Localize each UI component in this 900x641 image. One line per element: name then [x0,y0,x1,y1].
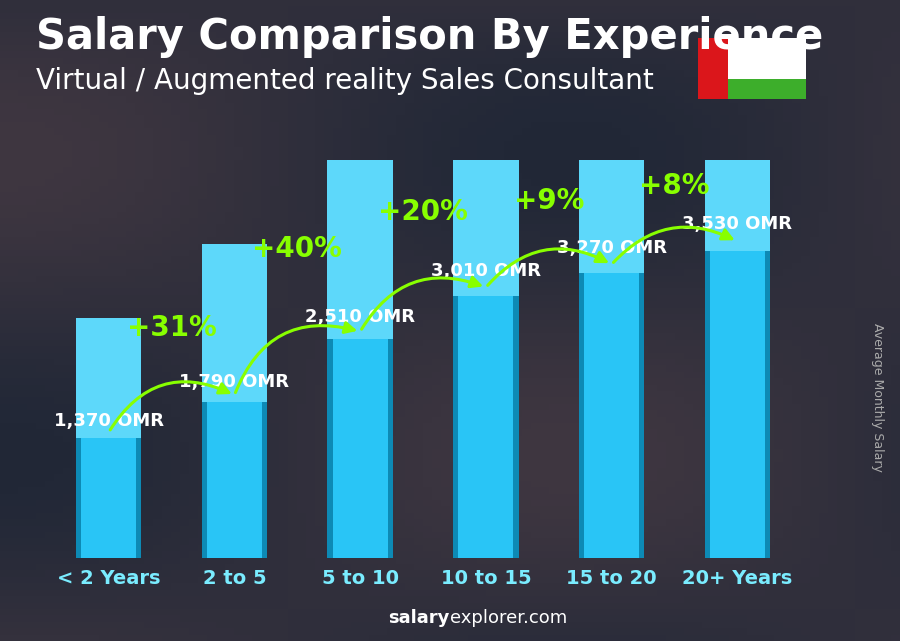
Text: 2,510 OMR: 2,510 OMR [305,308,415,326]
Text: Virtual / Augmented reality Sales Consultant: Virtual / Augmented reality Sales Consul… [36,67,653,96]
Text: +9%: +9% [514,187,584,215]
FancyBboxPatch shape [696,37,807,101]
Bar [328,118,392,339]
Bar [454,30,518,296]
Bar [513,292,518,558]
Text: Salary Comparison By Experience: Salary Comparison By Experience [36,16,824,58]
Bar [639,269,644,558]
Text: 3,010 OMR: 3,010 OMR [431,262,541,280]
Bar [328,336,392,558]
Bar [328,336,333,558]
Bar [262,399,267,558]
Text: explorer.com: explorer.com [450,609,567,627]
Text: 3,270 OMR: 3,270 OMR [556,238,667,256]
Bar [202,244,267,402]
Bar [705,246,710,558]
Bar [202,399,207,558]
Text: 1,790 OMR: 1,790 OMR [179,373,290,391]
Bar [136,437,141,558]
Text: Average Monthly Salary: Average Monthly Salary [871,323,884,472]
Bar [579,0,644,273]
Bar [76,437,141,558]
Text: +40%: +40% [252,235,342,263]
Text: salary: salary [388,609,449,627]
Bar [579,269,584,558]
Bar [705,246,770,558]
Text: +8%: +8% [639,172,710,200]
Text: 1,370 OMR: 1,370 OMR [54,412,164,429]
Text: +20%: +20% [378,198,468,226]
Bar [698,38,728,99]
Text: 3,530 OMR: 3,530 OMR [682,215,792,233]
Bar [728,59,806,79]
Bar [728,79,806,99]
Bar [202,399,267,558]
Bar [579,269,644,558]
Bar [454,292,518,558]
Bar [765,246,770,558]
Bar [76,437,81,558]
Bar [388,336,392,558]
Bar [76,317,141,438]
Bar [454,292,458,558]
Text: +31%: +31% [127,314,216,342]
Bar [705,0,770,251]
